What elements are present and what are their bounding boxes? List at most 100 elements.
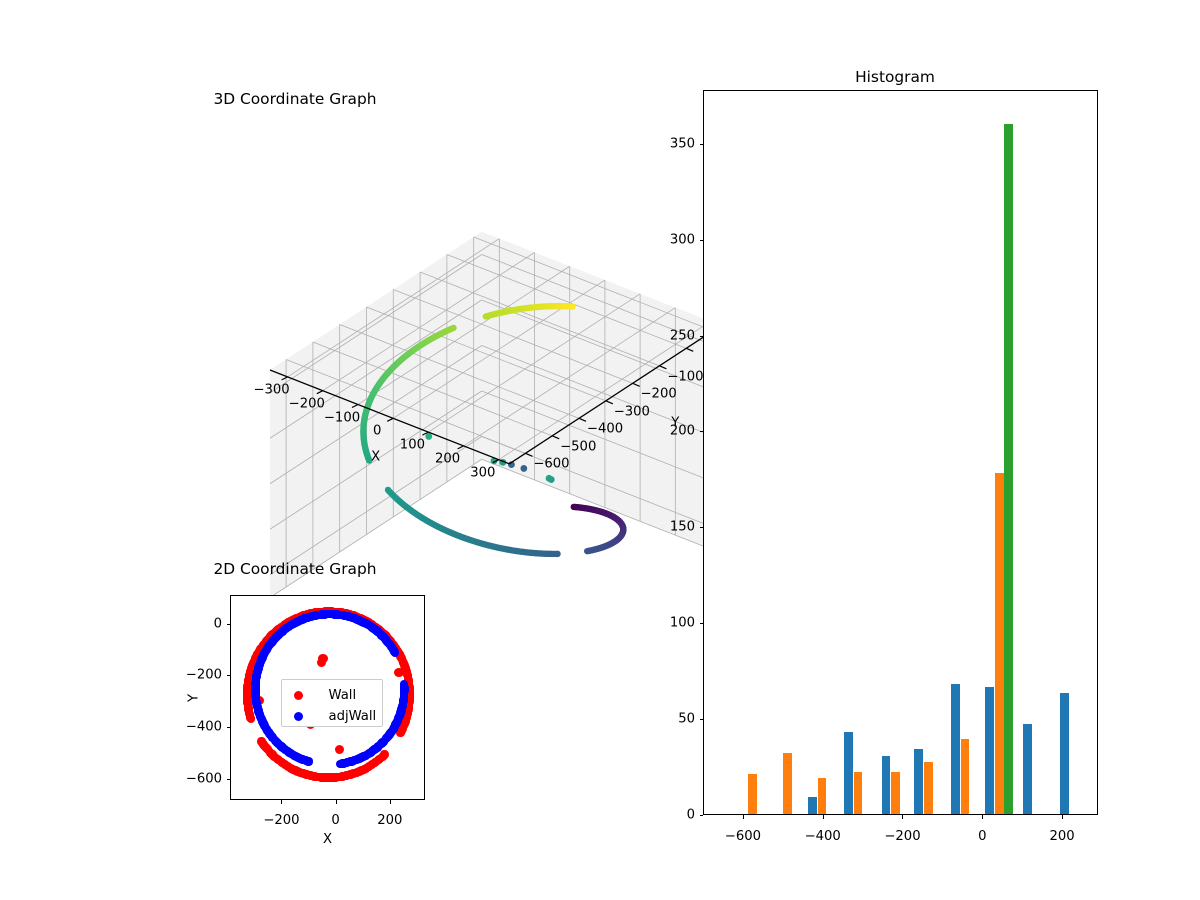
y-tick-label: −100 [667,369,704,385]
histogram-bar [881,756,891,814]
panel-3d-coordinate-graph: 3D Coordinate Graph −300 −200 −100 0 100 200 3… [95,80,784,598]
y-tick-mark [699,623,703,625]
x-tick-label: 300 [470,465,496,481]
scatter-point [257,737,266,746]
legend-label: Wall [328,687,357,703]
tick-mark [659,365,667,370]
y-tick-label: 200 [669,423,695,439]
histogram-bar [994,472,1004,814]
tick-mark [351,403,359,409]
y-tick-mark [699,815,703,816]
x-tick-label: 200 [1049,829,1075,844]
histogram-bar [923,762,933,814]
legend-entry: adjWall [293,709,376,724]
y-tick-mark [699,239,703,241]
x-tick-label: −300 [253,382,290,398]
x-tick-label: 200 [377,813,403,828]
grid-line [312,341,553,437]
grid-line [269,390,482,530]
x-tick-label: −200 [263,813,300,828]
histogram-plot-area [703,90,1098,815]
y-tick-label: −500 [560,439,597,455]
tick-mark [552,435,560,440]
x-tick-label: 100 [399,437,425,453]
histogram-bar [844,731,853,814]
tick-mark [316,390,324,395]
y-tick-mark [699,527,703,529]
x-tick-mark [389,800,391,804]
y-tick-label: 350 [669,136,695,152]
grid-line [463,307,676,447]
legend: Wall adjWall [280,678,383,727]
y-tick-mark [226,727,230,729]
scatter-point [569,303,576,310]
grid-line [481,254,722,349]
scatter-point [450,324,457,332]
grid-line [269,299,482,439]
scatter-point [554,550,561,558]
axis-label-x: X [371,449,381,465]
histogram-bar [783,752,793,814]
grid-line [473,236,714,332]
histogram-bar [1004,123,1014,814]
chart-title-2d: 2D Coordinate Graph [213,560,377,578]
x-tick-label: 0 [978,829,987,844]
scatter-point [490,457,498,465]
tick-mark [525,452,533,457]
y-tick-mark [226,779,230,781]
tick-mark [281,376,288,381]
grid-line [269,254,482,394]
y-tick-label: 50 [678,711,695,727]
y-tick-label: 150 [669,519,695,535]
histogram-bar [1060,693,1070,814]
grid-line [481,436,722,531]
x-tick-mark [281,800,283,804]
x-tick-label: 0 [331,813,340,828]
y-tick-mark [699,719,703,721]
panel-histogram: Histogram −600 −400 −200 0 200 0 50 100 150 200 25… [655,60,1125,860]
axis-label-x: X [322,832,333,847]
scatter-point [324,609,333,619]
grid-line [481,458,722,554]
tick-mark [632,382,640,387]
grid-line [419,271,660,367]
scatter-point [425,433,433,440]
grid-line [269,458,482,598]
three-d-scatter-plot: −300−200−10001002003001000−100−200−300−4… [95,120,784,598]
grid-line [269,345,482,485]
two-d-plot-area [230,595,425,800]
scatter-point [390,648,400,658]
scatter-point [394,667,404,678]
y-tick-mark [699,335,703,337]
y-tick-label: −200 [185,667,222,683]
x-tick-mark [742,815,744,819]
y-tick-mark [226,675,230,677]
histogram-bar [853,771,863,814]
y-tick-label: −600 [185,771,222,787]
grid-line [269,436,482,576]
y-tick-mark [699,143,703,145]
axis-label-y: Y [671,415,680,431]
x-tick-mark [1062,815,1064,819]
axis-label-y: Y [186,693,202,702]
histogram-bar [985,687,995,814]
scatter-point [318,653,328,663]
x-tick-label: −600 [724,829,762,844]
grid-line [322,252,535,392]
y-tick-label: 0 [213,616,222,632]
scatter-point [336,759,345,769]
y-tick-label: −400 [586,421,624,437]
three-d-axes [269,231,729,598]
y-tick-label: −300 [613,404,650,420]
scatter-point [334,744,344,754]
histogram-bar [817,777,827,814]
histogram-bar [960,739,970,814]
grid-line [498,321,711,461]
scatter-point [547,476,555,483]
x-tick-label: −100 [323,410,361,425]
scatter-point [595,507,602,515]
scatter-point [520,465,528,472]
y-tick-label: 250 [669,328,695,343]
grid-line [366,306,606,402]
histogram-bar [748,773,758,814]
